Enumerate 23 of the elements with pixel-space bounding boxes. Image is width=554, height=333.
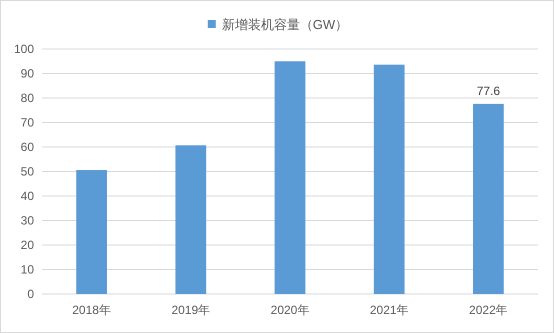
x-tick-label: 2020年 [270,303,310,317]
bar [473,104,504,294]
bar [175,145,206,294]
y-tick-label: 40 [20,189,34,203]
y-tick-label: 100 [14,42,34,56]
bar [76,170,107,294]
y-tick-label: 90 [20,66,34,80]
y-tick-label: 50 [20,164,34,178]
x-tick-label: 2022年 [469,303,508,317]
bar [374,64,405,294]
y-tick-label: 30 [20,214,34,228]
x-tick-label: 2021年 [370,303,409,317]
y-tick-label: 0 [27,287,34,301]
x-tick-label: 2019年 [171,303,210,317]
y-tick-label: 70 [20,116,34,130]
y-tick-label: 80 [20,91,34,105]
data-label: 77.6 [476,84,500,98]
y-tick-label: 20 [20,238,34,252]
legend-label: 新增装机容量（GW） [222,17,348,32]
bar [274,61,306,294]
y-tick-label: 60 [20,140,34,154]
x-tick-label: 2018年 [72,303,111,317]
y-tick-label: 10 [20,262,34,276]
